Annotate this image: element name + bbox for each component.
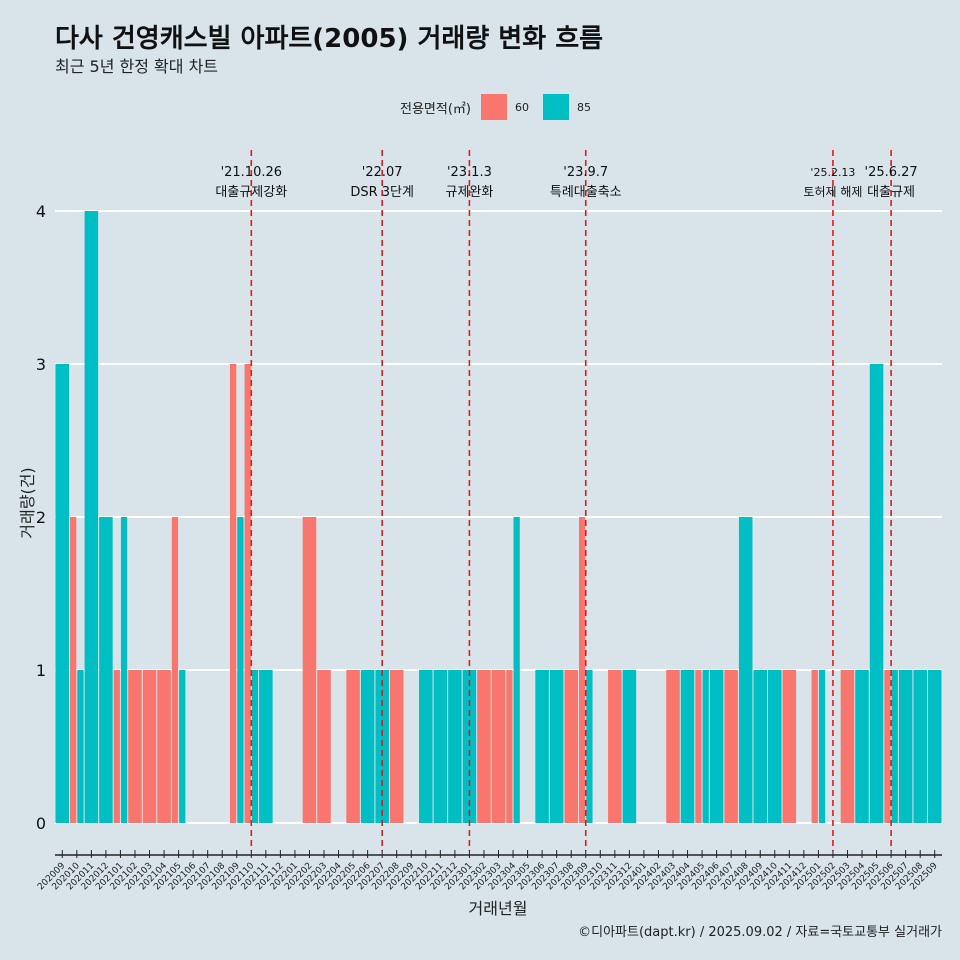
- legend-label-60: 60: [514, 100, 529, 114]
- bar-60-202308: [564, 670, 578, 823]
- x-axis-title: 거래년월: [469, 899, 528, 918]
- bar-85-202509: [927, 670, 942, 823]
- event-date: '23.9.7: [563, 165, 608, 180]
- bar-60-202411: [782, 670, 797, 823]
- bar-85-202009: [55, 364, 70, 823]
- bar-60-202303: [491, 670, 506, 823]
- bar-60-202403: [666, 670, 680, 823]
- bar-60-202302: [477, 670, 491, 823]
- legend-title: 전용면적(㎡): [400, 101, 471, 117]
- legend: 전용면적(㎡) 60 85: [400, 93, 605, 121]
- bar-60-202104: [157, 670, 171, 823]
- bar-85-202306: [535, 670, 549, 823]
- bar-60-202205: [346, 670, 360, 823]
- bar-60-202101: [113, 670, 120, 823]
- bar-60-202105: [171, 517, 179, 823]
- bar-85-202206: [360, 670, 375, 823]
- bar-85-202109: [237, 517, 244, 823]
- bar-85-202505: [869, 364, 884, 823]
- legend-label-85: 85: [576, 100, 591, 114]
- bar-60-202203: [317, 670, 331, 823]
- bar-85-202307: [549, 670, 564, 823]
- y-tick-label: 3: [36, 355, 46, 374]
- event-label: 대출규제: [867, 185, 915, 200]
- bar-60-202503: [840, 670, 855, 823]
- event-date: '22.07: [362, 165, 403, 180]
- bar-60-202309: [578, 517, 586, 823]
- bar-85-202304: [513, 517, 520, 823]
- bar-60-202304: [506, 670, 513, 823]
- bar-85-202404: [680, 670, 695, 823]
- bar-60-202202: [302, 517, 317, 823]
- bar-60-202010: [70, 517, 77, 823]
- bar-60-202103: [142, 670, 157, 823]
- chart-title: 다사 건영캐스빌 아파트(2005) 거래량 변화 흐름: [55, 24, 604, 54]
- y-tick-label: 1: [36, 661, 46, 680]
- event-label: 토허제 해제: [803, 185, 862, 199]
- event-label: DSR 3단계: [350, 185, 414, 200]
- bar-85-202501: [818, 670, 826, 823]
- caption: ©디아파트(dapt.kr) / 2025.09.02 / 자료=국토교통부 실…: [578, 925, 942, 940]
- event-label: 규제완화: [445, 185, 493, 200]
- bar-60-202501: [811, 670, 818, 823]
- bar-85-202301: [462, 670, 477, 823]
- bar-85-202508: [913, 670, 927, 823]
- bar-85-202409: [753, 670, 768, 823]
- bar-60-202109: [229, 364, 237, 823]
- bar-85-202504: [855, 670, 869, 823]
- event-date: '21.10.26: [221, 165, 282, 180]
- event-date: '25.2.13: [810, 166, 855, 179]
- y-tick-label: 2: [36, 508, 46, 527]
- bar-85-202210: [419, 670, 433, 823]
- chart-subtitle: 최근 5년 한정 확대 차트: [55, 57, 219, 76]
- bar-60-202110: [244, 364, 251, 823]
- bar-85-202012: [99, 517, 113, 823]
- bar-60-202405: [695, 670, 702, 823]
- event-label: 대출규제강화: [215, 185, 287, 200]
- y-tick-label: 4: [36, 202, 46, 221]
- bar-60-202506: [884, 670, 891, 823]
- bar-85-202312: [622, 670, 637, 823]
- bar-85-202207: [375, 670, 389, 823]
- bar-85-202410: [768, 670, 782, 823]
- bar-85-202105: [179, 670, 186, 823]
- legend-key-85: [542, 94, 569, 120]
- y-tick-label: 0: [36, 814, 46, 833]
- event-date: '23.1.3: [447, 165, 492, 180]
- y-axis-title: 거래량(건): [18, 467, 37, 538]
- bar-85-202211: [433, 670, 448, 823]
- bar-85-202011: [84, 211, 99, 823]
- bar-85-202309: [586, 670, 593, 823]
- bar-85-202110: [251, 670, 259, 823]
- bar-85-202406: [709, 670, 724, 823]
- bar-85-202212: [448, 670, 462, 823]
- bar-85-202506: [891, 670, 898, 823]
- bar-60-202208: [389, 670, 404, 823]
- bar-60-202407: [724, 670, 738, 823]
- bar-60-202102: [128, 670, 142, 823]
- legend-key-60: [480, 94, 507, 120]
- bar-85-202408: [738, 517, 753, 823]
- bar-85-202111: [259, 670, 273, 823]
- bar-85-202010: [77, 670, 84, 823]
- bar-85-202101: [120, 517, 128, 823]
- event-label: 특례대출축소: [550, 185, 622, 200]
- bar-85-202507: [898, 670, 913, 823]
- bar-60-202311: [608, 670, 622, 823]
- bar-85-202405: [702, 670, 709, 823]
- event-date: '25.6.27: [865, 165, 918, 180]
